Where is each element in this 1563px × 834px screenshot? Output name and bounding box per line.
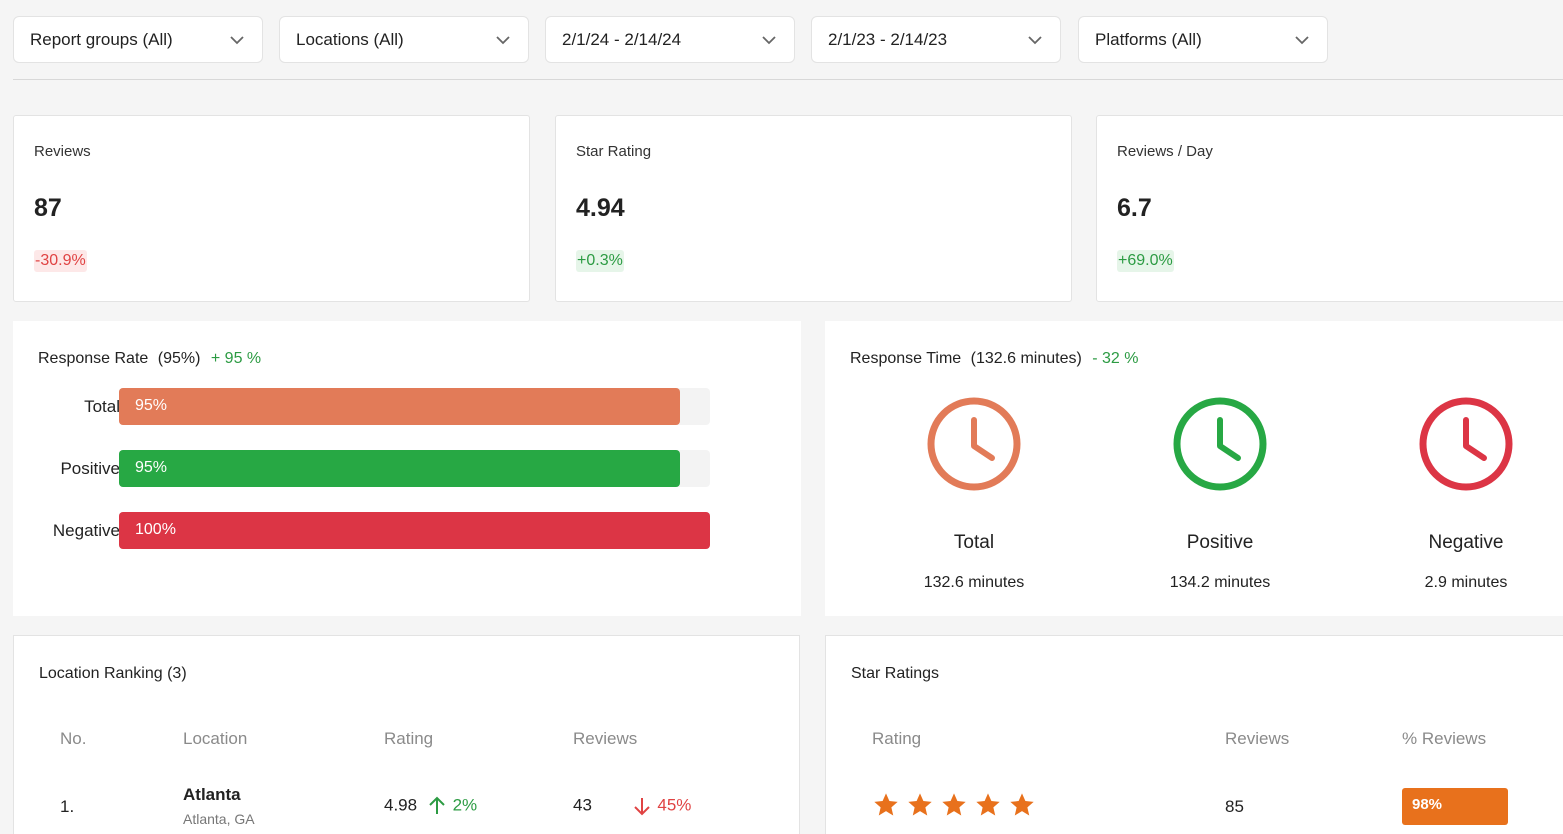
response-rate-title: Response Rate (95%) + 95 % [38, 350, 261, 368]
bar-percent: 95% [135, 397, 168, 414]
rating-value: 4.98 [384, 795, 418, 815]
kpi-change: +69.0% [1117, 250, 1174, 272]
response-time-item-value: 134.2 minutes [1169, 574, 1271, 591]
response-time-item-label: Negative [1428, 532, 1504, 553]
column-header-location[interactable]: Location [183, 729, 248, 748]
chevron-down-icon [762, 35, 776, 44]
column-header-rating[interactable]: Rating [384, 729, 434, 748]
column-header-percent-reviews[interactable]: % Reviews [1402, 729, 1487, 748]
clock-icon [1419, 397, 1513, 491]
response-time-item-value: 132.6 minutes [923, 574, 1025, 591]
chevron-down-icon [496, 35, 510, 44]
response-time-item-value: 2.9 minutes [1424, 574, 1508, 591]
filter-report-groups[interactable]: Report groups (All) [13, 16, 263, 63]
filter-label: Locations (All) [296, 29, 404, 49]
arrow-up-icon [429, 796, 445, 814]
column-header-reviews[interactable]: Reviews [1225, 729, 1290, 748]
kpi-title: Reviews / Day [1117, 143, 1213, 160]
chevron-down-icon [1295, 35, 1309, 44]
kpi-value: 87 [34, 194, 62, 222]
bar-track: 95% [119, 450, 710, 487]
kpi-change: +0.3% [576, 250, 624, 272]
star-icon [908, 793, 932, 816]
filter-date-range[interactable]: 2/1/24 - 2/14/24 [545, 16, 795, 63]
arrow-down-icon [633, 798, 650, 816]
response-rate-label: Response Rate [38, 350, 149, 367]
bar-fill: 100% [119, 512, 710, 549]
location-reviews: 43 45% [573, 795, 691, 817]
response-time-item-label: Total [953, 532, 995, 553]
row-label: Negative [52, 521, 120, 540]
star-icon [976, 793, 1000, 816]
kpi-title: Star Rating [576, 143, 652, 160]
filter-platforms[interactable]: Platforms (All) [1078, 16, 1328, 63]
kpi-card-reviews-per-day: Reviews / Day 6.7 +69.0% [1096, 115, 1563, 302]
star-icon [942, 793, 966, 816]
bar-fill: 95% [119, 450, 681, 487]
star-ratings-card: Star Ratings Rating Reviews % Reviews 85… [825, 635, 1563, 834]
kpi-value: 4.94 [576, 194, 625, 222]
star-icon [1010, 793, 1034, 816]
kpi-value: 6.7 [1117, 194, 1152, 222]
kpi-card-reviews: Reviews 87 -30.9% [13, 115, 530, 302]
response-time-total: Total 132.6 minutes [894, 396, 1054, 592]
filter-label: 2/1/23 - 2/14/23 [828, 29, 948, 49]
chevron-down-icon [230, 35, 244, 44]
kpi-change: -30.9% [34, 250, 87, 272]
chevron-down-icon [1028, 35, 1042, 44]
row-label: Total [84, 397, 120, 416]
response-time-delta: - 32 % [1092, 350, 1139, 367]
filter-compare-date-range[interactable]: 2/1/23 - 2/14/23 [811, 16, 1061, 63]
star-icon [874, 793, 898, 816]
bar-track: 100% [119, 512, 710, 549]
response-rate-row-positive: Positive 95% [13, 450, 723, 487]
location-ranking-title: Location Ranking (3) [39, 665, 187, 682]
row-number: 1. [60, 797, 75, 816]
filter-locations[interactable]: Locations (All) [279, 16, 529, 63]
response-rate-delta: + 95 % [210, 350, 262, 367]
star-rating-5 [872, 791, 1036, 819]
response-time-card: Response Time (132.6 minutes) - 32 % Tot… [825, 321, 1563, 616]
star-reviews-count: 85 [1225, 797, 1244, 816]
bar-track: 95% [119, 388, 710, 425]
bar-percent: 100% [135, 521, 176, 538]
filters-divider [13, 79, 1563, 80]
filter-label: Platforms (All) [1095, 29, 1202, 49]
response-rate-overall: (95%) [157, 350, 201, 367]
bar-fill: 95% [119, 388, 681, 425]
kpi-card-star-rating: Star Rating 4.94 +0.3% [555, 115, 1072, 302]
location-name[interactable]: Atlanta [183, 785, 241, 804]
reviews-change: 45% [657, 795, 692, 815]
response-time-overall: (132.6 minutes) [970, 350, 1082, 367]
kpi-title: Reviews [34, 143, 91, 160]
location-address: Atlanta, GA [183, 811, 255, 827]
rating-change: 2% [452, 795, 478, 815]
column-header-reviews[interactable]: Reviews [573, 729, 638, 748]
response-time-item-label: Positive [1186, 532, 1254, 553]
filter-label: 2/1/24 - 2/14/24 [562, 29, 682, 49]
star-ratings-title: Star Ratings [851, 665, 940, 682]
star-percent-badge: 98% [1402, 788, 1508, 825]
reviews-value: 43 [573, 795, 592, 815]
response-rate-card: Response Rate (95%) + 95 % Total 95% Pos… [13, 321, 801, 616]
response-time-title: Response Time (132.6 minutes) - 32 % [850, 350, 1139, 368]
response-time-negative: Negative 2.9 minutes [1386, 396, 1546, 592]
clock-icon [1173, 397, 1267, 491]
response-rate-row-negative: Negative 100% [13, 512, 723, 549]
location-ranking-card: Location Ranking (3) No. Location Rating… [13, 635, 800, 834]
bar-percent: 95% [135, 459, 168, 476]
row-label: Positive [60, 459, 120, 478]
column-header-no[interactable]: No. [60, 729, 87, 748]
column-header-rating[interactable]: Rating [872, 729, 922, 748]
location-rating: 4.98 2% [384, 795, 477, 817]
response-time-positive: Positive 134.2 minutes [1140, 396, 1300, 592]
response-rate-row-total: Total 95% [13, 388, 723, 425]
clock-icon [927, 397, 1021, 491]
filter-label: Report groups (All) [30, 29, 173, 49]
response-time-label: Response Time [850, 350, 962, 367]
